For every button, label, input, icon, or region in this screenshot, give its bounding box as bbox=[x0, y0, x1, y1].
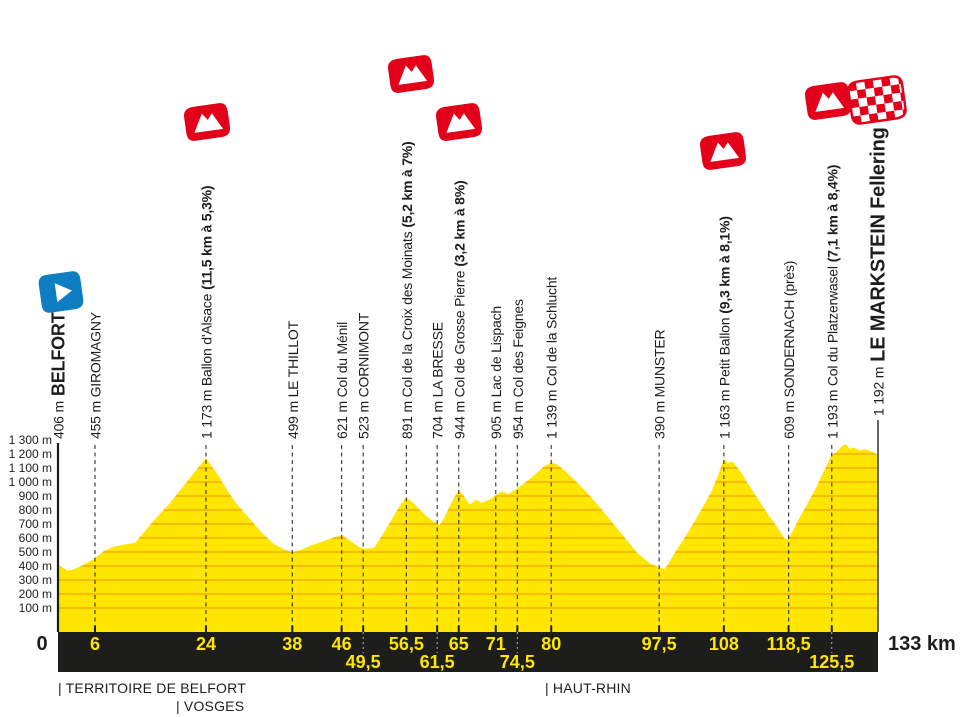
climb-icon-petit-ballon bbox=[698, 131, 748, 171]
km-label-118,5: 118,5 bbox=[767, 634, 811, 654]
km-label-38: 38 bbox=[282, 634, 302, 654]
y-tick-label: 600 m bbox=[19, 531, 52, 545]
km-label-108: 108 bbox=[709, 634, 739, 654]
waypoint-label-petit-ballon: 1 163 m Petit Ballon(9,3 km à 8,1%) bbox=[716, 216, 732, 439]
km-label-125,5: 125,5 bbox=[809, 652, 854, 672]
department-haut-rhin: | HAUT-RHIN bbox=[545, 680, 631, 696]
waypoint-label-le-thillot: 499 m LE THILLOT bbox=[285, 320, 301, 439]
department-territoire-de-belfort: | TERRITOIRE DE BELFORT bbox=[58, 680, 246, 696]
y-tick-label: 1 000 m bbox=[9, 475, 52, 489]
waypoint-label-la-bresse: 704 m LA BRESSE bbox=[430, 322, 446, 439]
km-label-80: 80 bbox=[541, 634, 561, 654]
km-label-6: 6 bbox=[90, 634, 100, 654]
waypoint-label-col-de-la-croix-des-moinats: 891 m Col de la Croix des Moinats(5,2 km… bbox=[399, 141, 415, 439]
y-tick-label: 700 m bbox=[19, 517, 52, 531]
distance-bar-dashed-lines bbox=[362, 632, 833, 653]
waypoint-label-le-markstein-fellering: 1 192 mLE MARKSTEIN Fellering bbox=[868, 127, 890, 416]
y-tick-label: 400 m bbox=[19, 559, 52, 573]
km-label-74,5: 74,5 bbox=[500, 652, 535, 672]
y-tick-label: 900 m bbox=[19, 489, 52, 503]
waypoint-label-lac-de-lispach: 905 m Lac de Lispach bbox=[488, 306, 504, 439]
climb-icon-croix-des-moinats bbox=[386, 54, 436, 94]
waypoint-label-belfort: 406 mBELFORT bbox=[49, 312, 69, 439]
y-tick-label: 500 m bbox=[19, 545, 52, 559]
climb-icon-grosse-pierre bbox=[434, 102, 484, 142]
distance-labels-row2: 49,5 61,5 74,5 125,5 bbox=[346, 652, 855, 672]
distance-bar bbox=[58, 632, 878, 672]
km-label-56,5: 56,5 bbox=[389, 634, 424, 654]
waypoint-label-col-du-platzerwasel: 1 193 m Col du Platzerwasel(7,1 km à 8,4… bbox=[824, 165, 840, 439]
waypoint-label-col-des-feignes: 954 m Col des Feignes bbox=[510, 299, 526, 439]
waypoint-label-munster: 390 m MUNSTER bbox=[652, 329, 668, 439]
km-label-71: 71 bbox=[486, 634, 506, 654]
waypoint-label-giromagny: 455 m GIROMAGNY bbox=[87, 311, 103, 439]
waypoint-label-col-du-m-nil: 621 m Col du Ménil bbox=[334, 322, 350, 439]
y-tick-label: 100 m bbox=[19, 601, 52, 615]
km-label-46: 46 bbox=[332, 634, 352, 654]
climb-icon-ballon-dalsace bbox=[182, 102, 232, 142]
y-tick-label: 1 300 m bbox=[9, 433, 52, 447]
y-tick-label: 800 m bbox=[19, 503, 52, 517]
y-tick-label: 1 200 m bbox=[9, 447, 52, 461]
waypoint-label-ballon-d-alsace: 1 173 m Ballon d'Alsace(11,5 km à 5,3%) bbox=[198, 186, 214, 439]
y-tick-label: 200 m bbox=[19, 587, 52, 601]
waypoint-label-sondernach-pr-s-: 609 m SONDERNACH (près) bbox=[781, 261, 797, 439]
km-label-65: 65 bbox=[449, 634, 469, 654]
start-flag-icon bbox=[38, 271, 84, 313]
km-start-label: 0 bbox=[36, 633, 47, 655]
km-label-24: 24 bbox=[196, 634, 216, 654]
y-tick-label: 1 100 m bbox=[9, 461, 52, 475]
waypoint-labels: 406 mBELFORT 455 m GIROMAGNY 1 173 m Ballo… bbox=[49, 127, 890, 439]
distance-labels-row1: 6 24 38 46 56,5 65 71 80 97,5 108 118,5 bbox=[90, 634, 811, 654]
waypoint-label-col-de-grosse-pierre: 944 m Col de Grosse Pierre(3,2 km à 8%) bbox=[451, 181, 467, 439]
department-vosges: | VOSGES bbox=[176, 698, 244, 714]
km-total-label: 133 km bbox=[888, 633, 956, 655]
km-label-61,5: 61,5 bbox=[420, 652, 455, 672]
waypoint-label-col-de-la-schlucht: 1 139 m Col de la Schlucht bbox=[544, 277, 560, 439]
km-label-49,5: 49,5 bbox=[346, 652, 381, 672]
y-tick-label: 300 m bbox=[19, 573, 52, 587]
km-label-97,5: 97,5 bbox=[642, 634, 677, 654]
waypoint-lines bbox=[93, 420, 879, 632]
waypoint-label-cornimont: 523 m CORNIMONT bbox=[356, 312, 372, 439]
climb-icon-platzerwasel bbox=[803, 81, 853, 121]
finish-checkered-flag-icon bbox=[847, 75, 907, 125]
